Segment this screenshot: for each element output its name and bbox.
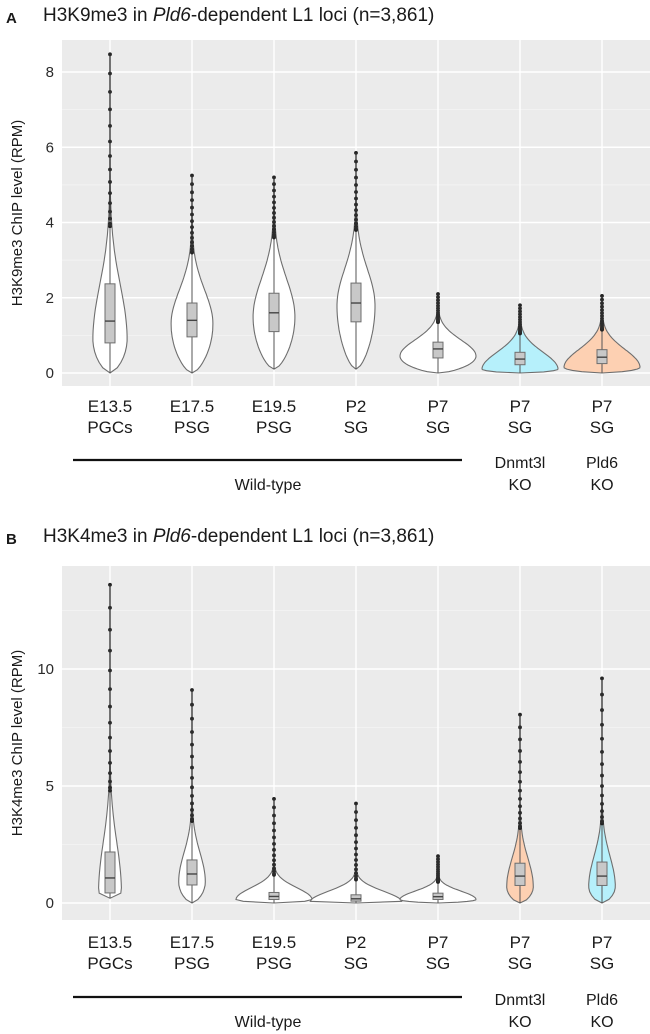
- panel-a-category-label-line1: P7: [510, 397, 531, 416]
- panel-b-category-label-line2: PSG: [256, 954, 292, 973]
- panel-b-box-6: [596, 861, 608, 886]
- panel-b-title-prefix: H3K4me3 in: [43, 526, 153, 547]
- panel-b-outlier-point-3: [354, 801, 358, 806]
- panel-b-y-axis-label: H3K4me3 ChIP level (RPM): [9, 650, 26, 836]
- panel-b-title: H3K4me3 in Pld6-dependent L1 loci (n=3,8…: [43, 526, 434, 548]
- panel-b-category-label-line1: E19.5: [252, 933, 296, 952]
- panel-b-box-3: [350, 894, 362, 902]
- panel-a-box-0: [104, 283, 116, 344]
- panel-a-category-label-line2: PGCs: [87, 418, 132, 437]
- panel-a-category-label-line2: SG: [590, 418, 615, 437]
- panel-b-outlier-point-4: [436, 854, 440, 859]
- panel-a-title-prefix: H3K9me3 in: [43, 5, 153, 26]
- panel-b-category-label-line1: E13.5: [88, 933, 132, 952]
- panel-b-category-label-line1: E17.5: [170, 933, 214, 952]
- panel-a-category-label-line2: SG: [508, 418, 533, 437]
- panel-a-genotype-label-line2: KO: [508, 477, 531, 494]
- panel-b-category-label-line2: SG: [344, 954, 369, 973]
- panel-a-category-label-line2: PSG: [174, 418, 210, 437]
- panel-b-category-label-line2: SG: [426, 954, 451, 973]
- panel-a-category-label-line2: PSG: [256, 418, 292, 437]
- panel-a-category-label-line2: SG: [344, 418, 369, 437]
- panel-b-wild-type-label: Wild-type: [235, 1014, 302, 1031]
- panel-a-category-label-line1: P2: [346, 397, 367, 416]
- panel-a-y-tick-label: 4: [46, 215, 54, 232]
- panel-a-letter: A: [6, 10, 17, 27]
- panel-b-title-suffix: -dependent L1 loci (n=3,861): [190, 526, 435, 547]
- panel-a-title-suffix: -dependent L1 loci (n=3,861): [190, 5, 435, 26]
- panel-b-category-label-line1: P7: [428, 933, 449, 952]
- panel-b-outlier-point-1: [190, 688, 194, 692]
- panel-a-category-label-line2: SG: [426, 418, 451, 437]
- chart-a-svg: 0 2 4 6 8 H3K9me3 ChIP level (RPM) E13.5 PGCs E1…: [9, 40, 650, 494]
- panel-a-y-tick-label: 0: [46, 365, 54, 382]
- panel-a-category-label-line1: E17.5: [170, 397, 214, 416]
- panel-b-box-0: [104, 851, 116, 894]
- panel-a-category-label-line1: E19.5: [252, 397, 296, 416]
- panel-b-category-label-line1: P7: [592, 933, 613, 952]
- panel-b-category-label-line2: PGCs: [87, 954, 132, 973]
- panel-b-category-label-line1: P2: [346, 933, 367, 952]
- panel-b-genotype-label-line2: KO: [590, 1014, 613, 1031]
- panel-b-category-label-line2: PSG: [174, 954, 210, 973]
- panel-a-category-label-line1: P7: [428, 397, 449, 416]
- panel-a-genotype-label-line1: Dnmt3l: [495, 455, 546, 472]
- panel-b-box-1: [186, 859, 198, 886]
- panel-a-y-tick-label: 2: [46, 290, 54, 307]
- panel-b-category-label-line2: SG: [590, 954, 615, 973]
- panel-a-y-tick-label: 8: [46, 64, 54, 81]
- panel-a-outlier-point-0: [108, 52, 112, 57]
- panel-b-y-tick-label: 0: [46, 895, 54, 912]
- panel-b-y-tick-label: 10: [37, 661, 54, 678]
- panel-a-box-4: [432, 341, 444, 359]
- panel-b-genotype-label-line2: KO: [508, 1014, 531, 1031]
- panel-b-category-label-line1: P7: [510, 933, 531, 952]
- panel-a-y-tick-label: 6: [46, 139, 54, 156]
- panel-b-letter: B: [6, 531, 17, 548]
- panel-a-wild-type-label: Wild-type: [235, 477, 302, 494]
- panel-a-title-italic: Pld6: [152, 5, 191, 26]
- panel-b-box-5: [514, 862, 526, 886]
- panel-a-category-label-line1: P7: [592, 397, 613, 416]
- panel-a-title: H3K9me3 in Pld6-dependent L1 loci (n=3,8…: [43, 5, 434, 27]
- panel-a-genotype-label-line1: Pld6: [586, 455, 618, 472]
- panel-b-category-label-line2: SG: [508, 954, 533, 973]
- panel-b-genotype-label-line1: Pld6: [586, 992, 618, 1009]
- panel-a-y-axis-label: H3K9me3 ChIP level (RPM): [9, 120, 26, 306]
- panel-b-genotype-label-line1: Dnmt3l: [495, 992, 546, 1009]
- panel-a-category-label-line1: E13.5: [88, 397, 132, 416]
- panel-a-genotype-label-line2: KO: [590, 477, 613, 494]
- panel-b-title-italic: Pld6: [152, 526, 191, 547]
- panel-b-y-tick-label: 5: [46, 778, 54, 795]
